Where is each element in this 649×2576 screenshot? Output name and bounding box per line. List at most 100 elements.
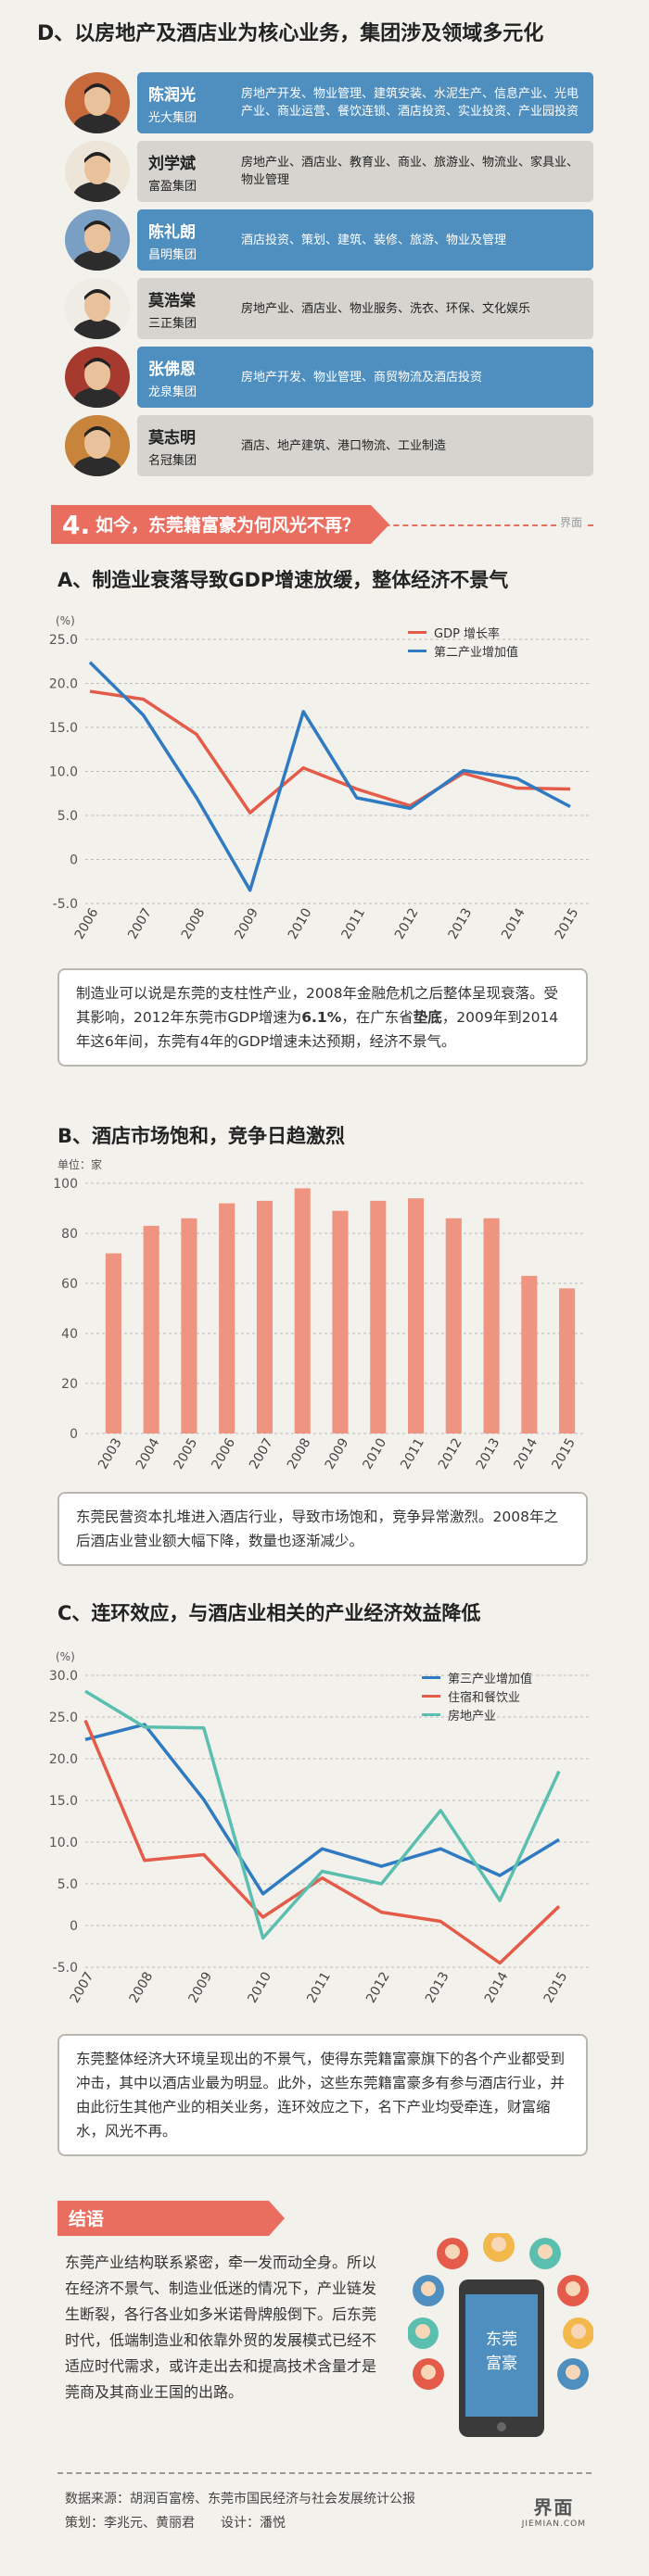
person-group: 龙泉集团: [148, 385, 197, 399]
person-row: 莫志明名冠集团 酒店、地产建筑、港口物流、工业制造: [65, 415, 593, 476]
section-c-text: 东莞整体经济大环境呈现出的不景气，使得东莞籍富豪旗下的各个产业都受到冲击，其中以…: [57, 2034, 588, 2156]
section-b-text: 东莞民营资本扎堆进入酒店行业，导致市场饱和，竞争异常激烈。2008年之后酒店业营…: [57, 1492, 588, 1566]
person-name-block: 陈润光 光大集团: [148, 72, 230, 133]
legend-item-secondary: 第二产业增加值: [408, 641, 518, 660]
y-tick-label: 15.0: [49, 1794, 78, 1809]
bar: [559, 1288, 576, 1433]
legend-item-hotel: 住宿和餐饮业: [422, 1686, 532, 1705]
y-tick-label: 25.0: [49, 633, 78, 648]
person-avatar: [65, 415, 130, 476]
x-tick-label: 2005: [172, 1436, 201, 1472]
bar: [483, 1218, 500, 1433]
text-part: 制造业可以说是东莞的支柱性产业，2008年金融危机之后整体呈现衰落。受其影响，2…: [76, 985, 558, 1026]
person-name: 莫浩棠: [148, 291, 196, 310]
person-row-bg: [137, 141, 593, 202]
person-business: 房地产业、酒店业、教育业、商业、旅游业、物流业、家具业、物业管理: [241, 156, 579, 187]
person-row-bg: [137, 347, 593, 408]
legend-swatch-red: [408, 630, 426, 634]
x-tick-label: 2007: [247, 1436, 276, 1472]
x-tick-label: 2014: [512, 1435, 541, 1471]
section-4-number: 4.: [62, 510, 90, 540]
legend-label: 第二产业增加值: [434, 645, 519, 660]
section-4-banner: 4. 如今，东莞籍富豪为何风光不再？: [51, 505, 389, 544]
x-tick-label: 2015: [553, 906, 582, 942]
x-tick-label: 2009: [185, 1970, 215, 2006]
legend-swatch-blue: [408, 649, 426, 652]
person-row: 陈礼朗 昌明集团 酒店投资、策划、建筑、装修、旅游、物业及管理: [65, 209, 593, 271]
y-tick-label: -5.0: [53, 897, 78, 912]
person-group: 名冠集团: [148, 453, 197, 468]
footer-logo-en: JIEMIAN.COM: [521, 2519, 586, 2529]
person-group: 富盈集团: [148, 179, 197, 194]
legend-swatch-blue: [422, 1675, 440, 1679]
phone-text-2: 富豪: [486, 2354, 517, 2373]
x-tick-label: 2004: [134, 1435, 163, 1471]
footer-source: 数据来源：胡润百富榜、东莞市国民经济与社会发展统计公报: [65, 2492, 415, 2507]
y-tick-label: 0: [70, 1919, 78, 1934]
footer-credits: 策划：李兆元、黄丽君 设计：潘悦: [65, 2516, 286, 2531]
person-name-block: 陈礼朗 昌明集团: [148, 209, 230, 271]
y-tick-label: 80: [61, 1227, 78, 1242]
chart-hotel-count: 单位：家 100 80 60 40 20 0 2003 2004 2005 2006 2007 2008…: [53, 1157, 584, 1472]
x-tick-label: 2006: [209, 1435, 238, 1471]
text-highlight: 6.1%: [301, 1009, 342, 1026]
person-avatar: [65, 209, 130, 271]
person-avatar: [65, 141, 130, 202]
section-4-title: 如今，东莞籍富豪为何风光不再？: [95, 514, 360, 536]
y-tick-label: 20: [61, 1377, 78, 1392]
x-tick-label: 2015: [549, 1436, 579, 1472]
bar: [294, 1188, 311, 1433]
y-tick-label: 20.0: [49, 1752, 78, 1767]
legend-label: 住宿和餐饮业: [448, 1690, 521, 1705]
person-icons: [408, 2233, 593, 2390]
legend-item-tertiary: 第三产业增加值: [422, 1668, 532, 1686]
x-tick-label: 2015: [541, 1970, 571, 2006]
chart-c-legend: 第三产业增加值 住宿和餐饮业 房地产业: [422, 1668, 532, 1724]
x-tick-label: 2003: [95, 1436, 125, 1472]
person-business: 房地产业、酒店业、物业服务、洗衣、环保、文化娱乐: [241, 301, 531, 316]
x-tick-label: 2009: [232, 906, 261, 942]
person-avatar: [65, 347, 130, 408]
person-group: 三正集团: [148, 316, 197, 331]
person-row: 张佛恩 龙泉集团 房地产开发、物业管理、商贸物流及酒店投资: [65, 347, 593, 408]
footer-divider: [57, 2472, 592, 2474]
series-line: [83, 1719, 561, 1965]
bar: [407, 1198, 425, 1433]
person-name: 刘学斌: [148, 154, 196, 173]
conclusion-text: 东莞产业结构联系紧密，牵一发而动全身。所以在经济不景气、制造业低迷的情况下，产业…: [65, 2254, 377, 2401]
text-part: ，2009年到2014年这6年间，东莞有4年的GDP增速未达预期，经济不景气。: [76, 1009, 559, 1050]
person-name: 陈礼朗: [148, 222, 196, 242]
y-tick-label: 5.0: [57, 1877, 78, 1892]
y-tick-label: 10.0: [49, 765, 78, 780]
phone-text-1: 东莞: [486, 2330, 517, 2349]
person-avatar: [65, 278, 130, 339]
person-name: 张佛恩: [148, 360, 196, 379]
x-tick-label: 2011: [304, 1970, 334, 2006]
bar: [219, 1203, 235, 1433]
portrait-icon: [65, 141, 130, 202]
x-tick-label: 2014: [499, 905, 528, 941]
bar: [181, 1218, 197, 1433]
person-name: 莫志明: [148, 428, 196, 448]
person-row-bg: [137, 415, 593, 476]
person-row: 莫浩棠 三正集团 房地产业、酒店业、物业服务、洗衣、环保、文化娱乐: [65, 278, 593, 339]
legend-swatch-red: [422, 1694, 440, 1698]
person-business: 酒店、地产建筑、港口物流、工业制造: [241, 438, 447, 453]
legend-swatch-teal: [422, 1712, 440, 1716]
person-group: 昌明集团: [148, 247, 197, 262]
x-tick-label: 2013: [423, 1970, 452, 2006]
series-line: [89, 689, 571, 814]
y-tick-label: 60: [61, 1277, 78, 1292]
section-a-text: 制造业可以说是东莞的支柱性产业，2008年金融危机之后整体呈现衰落。受其影响，2…: [57, 968, 588, 1067]
phone-screen: [465, 2294, 538, 2417]
portrait-icon: [65, 347, 130, 408]
person-avatar: [65, 72, 130, 133]
footer-logo-cn: 界面: [533, 2496, 575, 2519]
person-name-block: 莫浩棠 三正集团: [148, 278, 230, 339]
section-d-title: D、以房地产及酒店业为核心业务，集团涉及领域多元化: [37, 22, 544, 45]
x-tick-label: 2010: [245, 1970, 274, 2006]
person-row-bg: [137, 72, 593, 133]
